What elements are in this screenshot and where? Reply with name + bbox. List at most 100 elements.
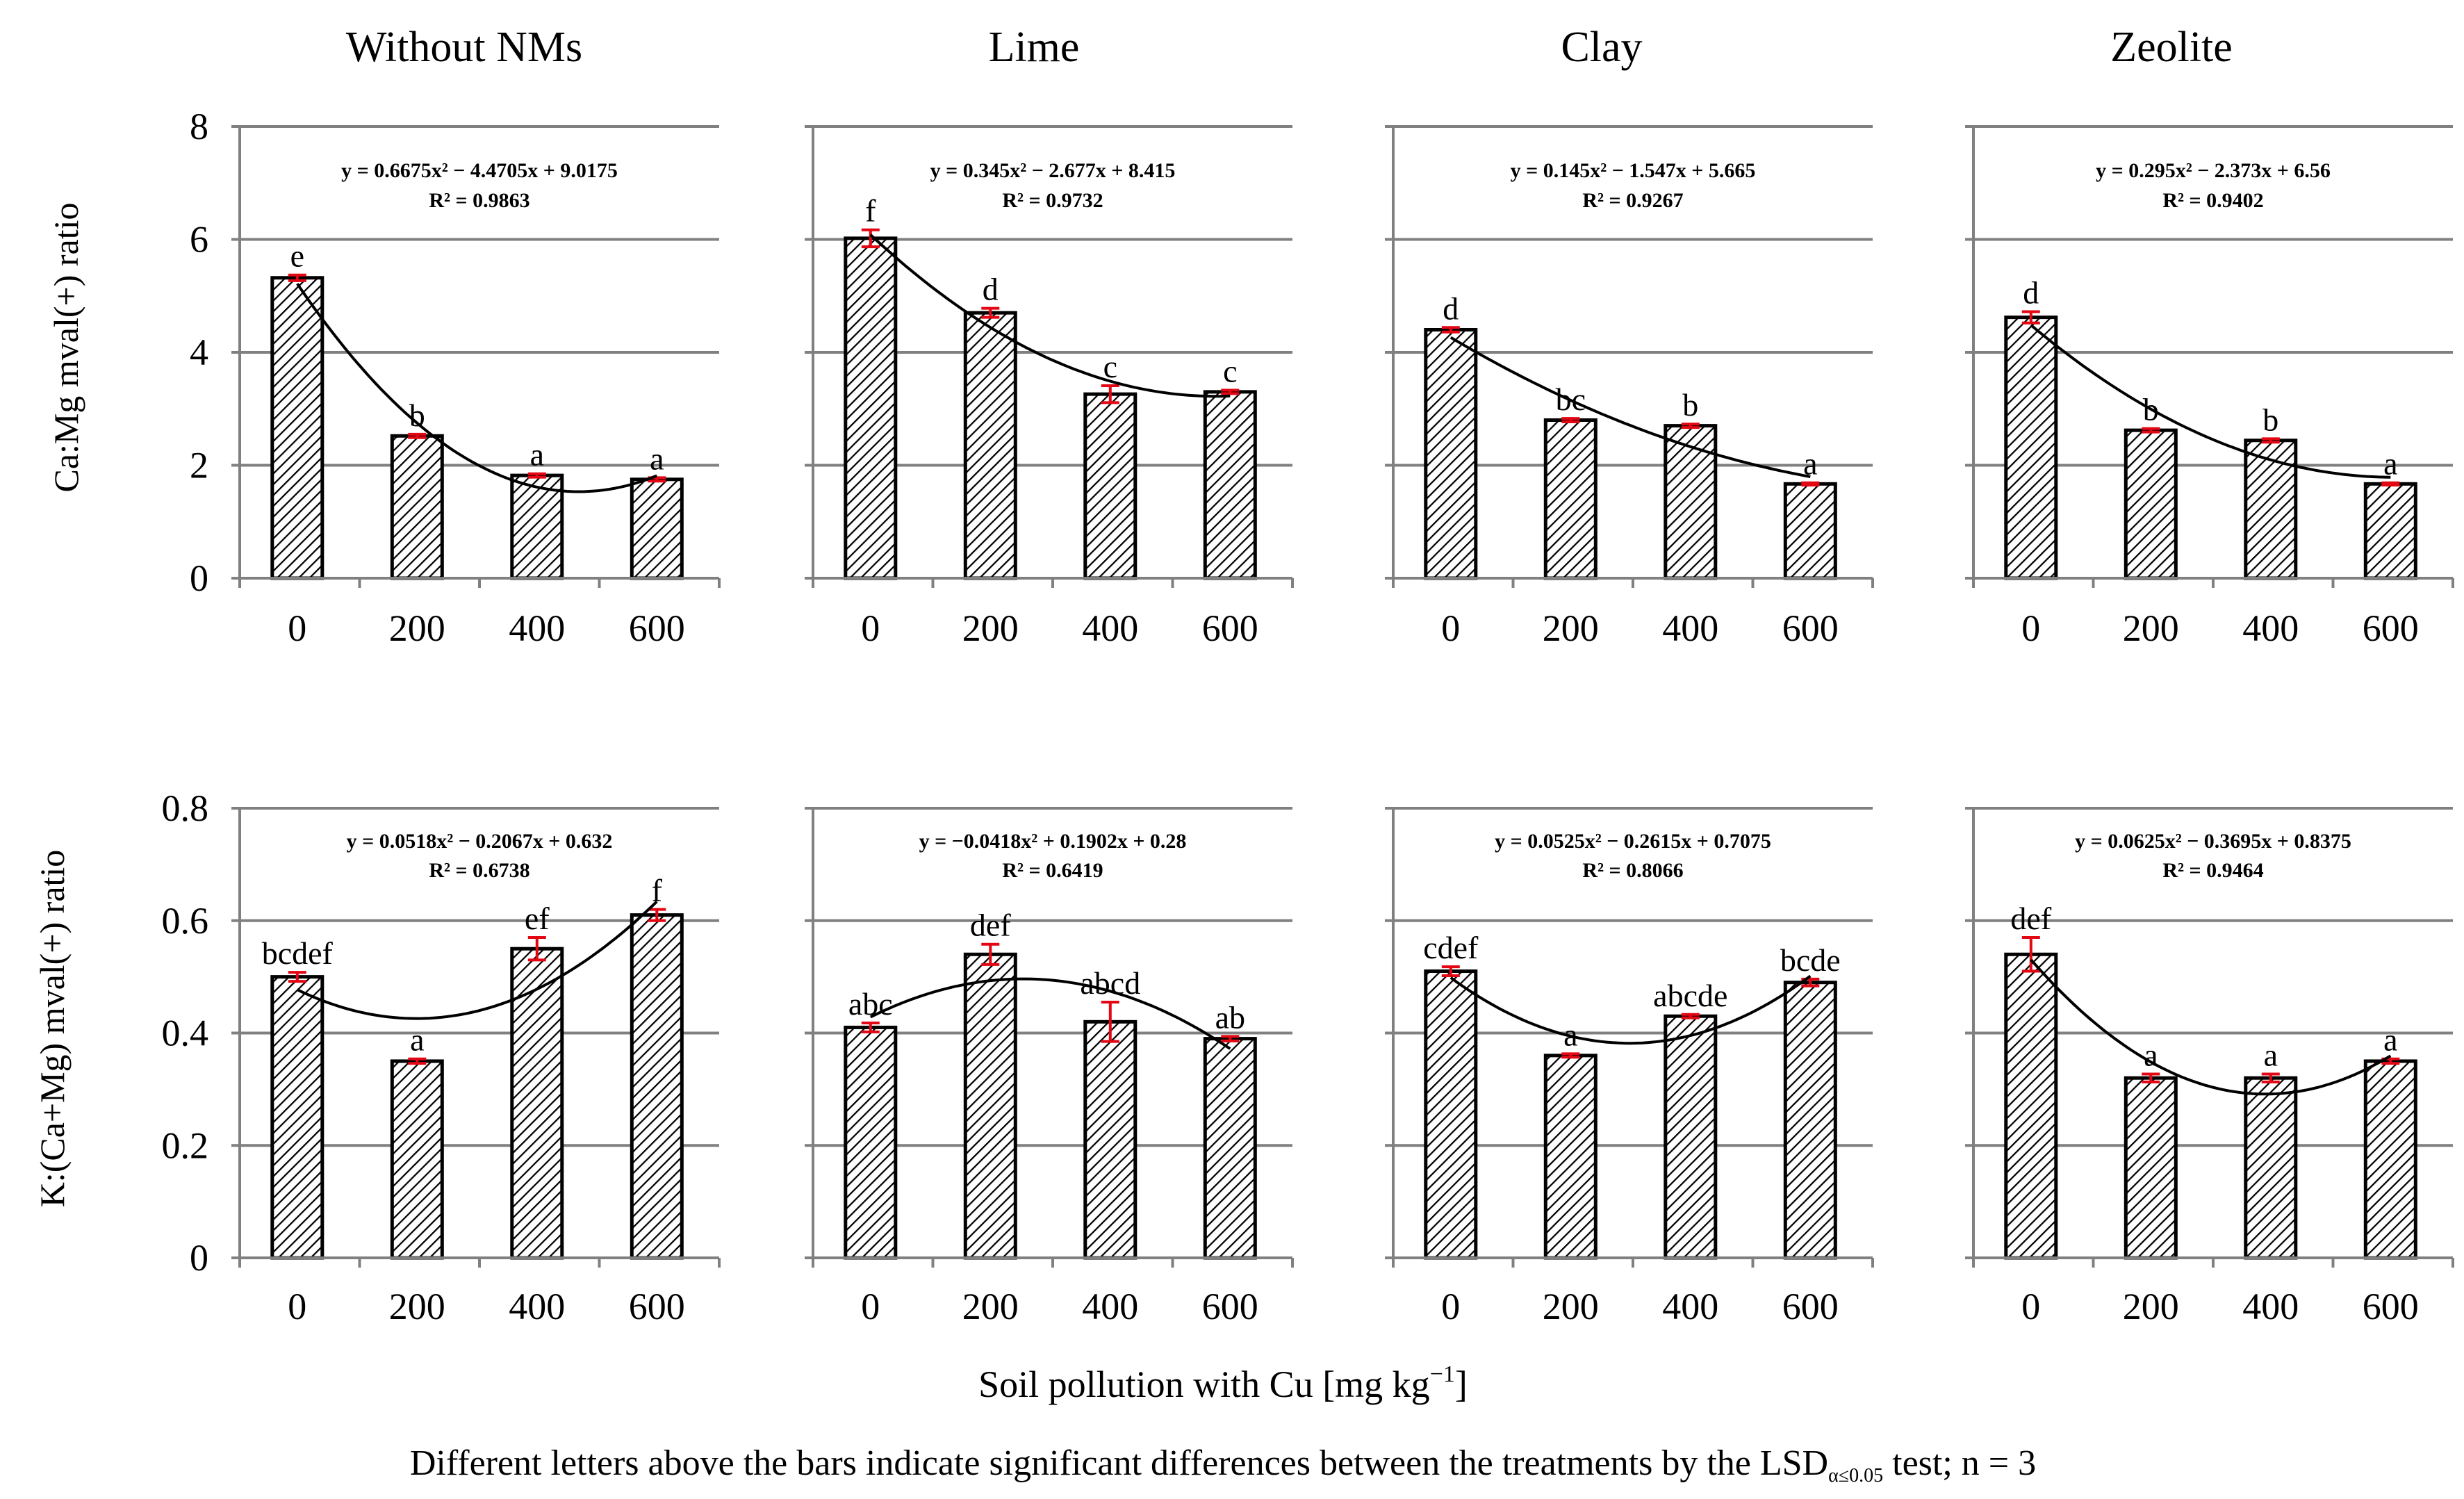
significance-letter: cdef	[1423, 930, 1479, 965]
trend-r-squared: R² = 0.6738	[429, 859, 529, 882]
x-tick-label: 0	[288, 607, 306, 649]
bar-withoutnms-600	[630, 477, 684, 580]
bar-zeolite-200	[2124, 428, 2178, 580]
x-tick-label: 400	[509, 607, 565, 649]
chart-panels: 0 2 4 6 8 0 200 400 600 e b a a y = 0.6675x² − 4.4705…	[162, 106, 2454, 1327]
bar-zeolite-0	[2004, 952, 2058, 1260]
significance-letter: def	[970, 908, 1011, 943]
significance-letter: b	[1682, 387, 1698, 423]
x-tick-label: 0	[288, 1286, 306, 1327]
bar-withoutnms-200	[390, 434, 444, 580]
y-axis-label-ca-mg: Ca:Mg mval(+) ratio	[47, 203, 85, 493]
x-tick-label: 200	[962, 607, 1019, 649]
x-tick-label: 200	[1543, 1286, 1599, 1327]
x-tick-label: 0	[861, 1286, 880, 1327]
bar-withoutnms-600	[630, 913, 684, 1260]
bar-clay-0	[1424, 328, 1478, 580]
y-tick-label-ca-mg: 4	[190, 331, 208, 373]
y-tick-label-ca-mg: 6	[190, 219, 208, 261]
trend-line-withoutnms	[296, 283, 658, 493]
x-tick-label: 600	[1782, 607, 1839, 649]
significance-letter: a	[2383, 446, 2397, 482]
bar-lime-0	[844, 1025, 898, 1260]
y-tick-label-k-ca-mg: 0.8	[162, 787, 209, 829]
trend-r-squared: R² = 0.6419	[1002, 859, 1103, 882]
trend-line-clay	[1449, 336, 1811, 478]
x-tick-label: 200	[2123, 607, 2179, 649]
significance-letter: abcd	[1080, 965, 1140, 1001]
bar-clay-400	[1664, 424, 1718, 580]
bar-clay-600	[1783, 981, 1837, 1260]
significance-letter: a	[1803, 446, 1817, 482]
y-tick-label-ca-mg: 0	[190, 557, 208, 599]
trend-r-squared: R² = 0.9464	[2162, 859, 2263, 882]
significance-letter: b	[409, 398, 425, 433]
significance-letter: def	[2010, 901, 2051, 936]
x-axis-title-unit-sup: −1	[1430, 1361, 1455, 1387]
bar-lime-0	[844, 236, 898, 580]
x-tick-label: 0	[1441, 607, 1460, 649]
bar-zeolite-200	[2124, 1076, 2178, 1260]
significance-letter: a	[650, 441, 664, 476]
trend-r-squared: R² = 0.9863	[429, 189, 529, 212]
trend-equation: y = −0.0418x² + 0.1902x + 0.28	[919, 830, 1187, 853]
bar-clay-600	[1783, 482, 1837, 580]
significance-letter: a	[530, 437, 544, 473]
x-tick-label: 400	[1662, 607, 1718, 649]
column-title-lime: Lime	[989, 24, 1080, 71]
footnote-end: test; n = 3	[1883, 1443, 2036, 1483]
y-tick-label-ca-mg: 2	[190, 445, 208, 486]
trend-r-squared: R² = 0.9402	[2162, 189, 2263, 212]
footnote-main: Different letters above the bars indicat…	[410, 1443, 1828, 1483]
bar-zeolite-600	[2363, 1059, 2417, 1260]
bar-lime-200	[963, 311, 1017, 580]
significance-letter: e	[290, 238, 304, 274]
y-tick-label-k-ca-mg: 0.2	[162, 1124, 209, 1166]
x-tick-label: 200	[2123, 1286, 2179, 1327]
x-tick-label: 400	[1662, 1286, 1718, 1327]
trend-line-lime	[869, 234, 1231, 398]
column-title-without-nms: Without NMs	[346, 24, 582, 71]
significance-letter: d	[2023, 275, 2039, 311]
trend-r-squared: R² = 0.8066	[1582, 859, 1683, 882]
x-tick-label: 0	[2021, 607, 2040, 649]
significance-letter: a	[2144, 1038, 2158, 1073]
significance-letter: f	[652, 873, 663, 908]
significance-letter: ab	[1215, 999, 1245, 1035]
x-tick-label: 600	[1782, 1286, 1839, 1327]
significance-letter: c	[1223, 353, 1237, 388]
significance-letter: a	[410, 1022, 424, 1058]
trend-equation: y = 0.345x² − 2.677x + 8.415	[930, 159, 1176, 182]
x-tick-label: 200	[1543, 607, 1599, 649]
trend-equation: y = 0.6675x² − 4.4705x + 9.0175	[341, 159, 618, 182]
x-tick-label: 600	[629, 607, 685, 649]
bar-zeolite-0	[2004, 316, 2058, 580]
trend-equation: y = 0.145x² − 1.547x + 5.665	[1511, 159, 1756, 182]
trend-line-zeolite	[2030, 324, 2391, 479]
x-tick-label: 600	[1202, 607, 1258, 649]
x-tick-label: 200	[389, 1286, 445, 1327]
bar-withoutnms-400	[510, 947, 564, 1260]
bar-lime-600	[1203, 1037, 1257, 1260]
y-tick-label-k-ca-mg: 0.4	[162, 1013, 209, 1054]
trend-line-lime	[869, 977, 1231, 1050]
significance-letter: c	[1103, 349, 1117, 384]
significance-letter: b	[2143, 392, 2159, 427]
bar-withoutnms-0	[270, 276, 325, 580]
x-tick-label: 400	[2242, 607, 2299, 649]
x-axis-title-main: Soil pollution with Cu [mg kg	[978, 1363, 1430, 1405]
significance-letter: a	[2383, 1022, 2397, 1058]
x-tick-label: 600	[629, 1286, 685, 1327]
x-tick-label: 400	[1082, 607, 1138, 649]
bar-clay-0	[1424, 969, 1478, 1260]
significance-letter: d	[983, 272, 999, 307]
bar-clay-200	[1543, 418, 1598, 580]
x-tick-label: 600	[2363, 607, 2419, 649]
trend-line-clay	[1449, 974, 1812, 1045]
x-tick-label: 0	[861, 607, 880, 649]
x-tick-label: 200	[389, 607, 445, 649]
bar-zeolite-600	[2363, 482, 2417, 580]
x-tick-label: 400	[2242, 1286, 2299, 1327]
significance-letter: b	[2262, 402, 2278, 437]
